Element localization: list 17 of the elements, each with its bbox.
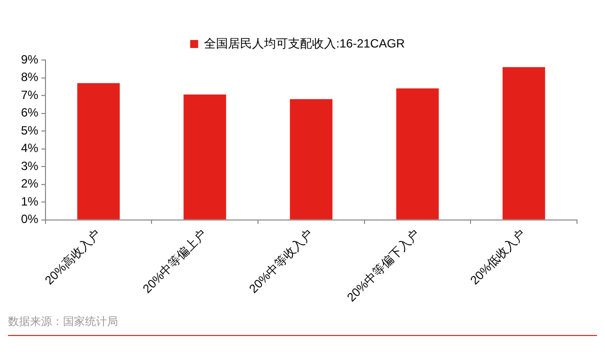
y-tick-label: 2% [21, 176, 39, 191]
y-tick-label: 9% [21, 52, 39, 66]
y-tick-label: 7% [21, 88, 39, 102]
y-tick-label: 1% [21, 194, 39, 208]
y-tick-label: 8% [21, 70, 39, 84]
y-tick-label: 5% [21, 123, 39, 138]
y-tick-label: 0% [21, 212, 39, 226]
bar [77, 83, 120, 220]
y-tick-label: 6% [21, 106, 39, 120]
legend-label: 全国居民人均可支配收入:16-21CAGR [204, 36, 406, 50]
bar [184, 94, 226, 220]
bar [396, 88, 439, 220]
bar [502, 67, 546, 220]
source-note: 数据来源：国家统计局 [8, 314, 119, 329]
y-tick-label: 4% [21, 141, 39, 156]
y-tick-label: 3% [21, 158, 39, 173]
bar [290, 99, 332, 220]
